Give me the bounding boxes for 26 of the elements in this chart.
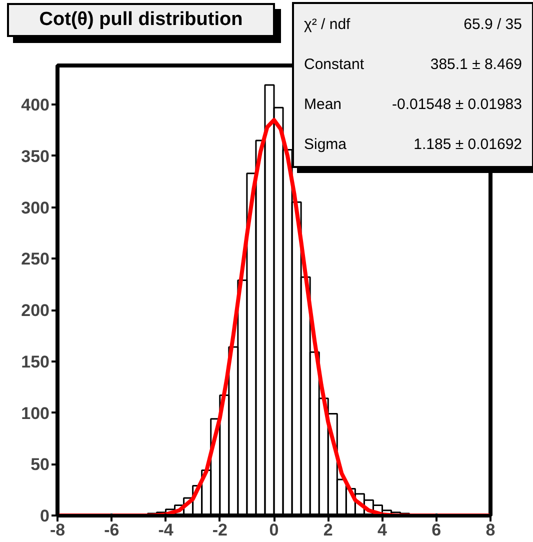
x-tick-label: 0 xyxy=(269,520,279,540)
y-tick-label: 150 xyxy=(21,352,50,372)
x-tick-label: 4 xyxy=(378,520,388,540)
x-tick-label: -2 xyxy=(212,520,228,540)
y-tick-label: 350 xyxy=(21,146,50,166)
y-tick-label: 100 xyxy=(21,404,50,423)
x-tick-label: 8 xyxy=(486,520,496,540)
text: 65.9 / 35 xyxy=(464,16,522,32)
y-tick-label: 0 xyxy=(40,506,50,526)
y-tick-label: 300 xyxy=(21,198,50,218)
x-tick-label: 6 xyxy=(432,520,442,540)
y-tick-label: 200 xyxy=(21,301,50,320)
y-tick-label: 400 xyxy=(21,96,50,115)
annotation: Mean xyxy=(304,96,342,112)
x-tick-label: -6 xyxy=(104,520,120,540)
y-tick-label: 250 xyxy=(21,250,50,269)
annotation: -0.01548 ± 0.01983 xyxy=(392,96,522,112)
x-tick-label: -8 xyxy=(50,520,66,540)
x-tick-label: 2 xyxy=(323,520,333,540)
annotation: Sigma xyxy=(304,136,347,152)
y-tick-label: 50 xyxy=(30,455,50,474)
annotation: 385.1 ± 8.469 xyxy=(430,56,522,72)
x-tick-label: -4 xyxy=(158,520,174,540)
annotation: Constant xyxy=(304,56,364,72)
text: χ² / ndf xyxy=(304,16,350,32)
annotation: 1.185 ± 0.01692 xyxy=(414,136,522,152)
